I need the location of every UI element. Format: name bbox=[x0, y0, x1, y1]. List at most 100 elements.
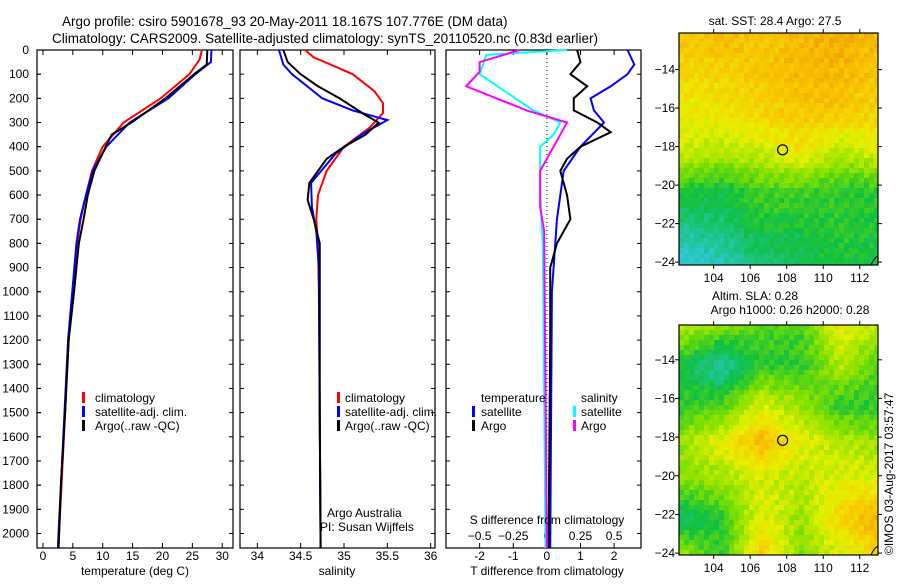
map-cell bbox=[819, 415, 824, 420]
map-cell bbox=[719, 335, 724, 340]
map-cell bbox=[774, 370, 779, 375]
map-cell bbox=[834, 465, 839, 470]
map-cell bbox=[694, 465, 699, 470]
map-cell bbox=[789, 520, 794, 525]
map-cell bbox=[809, 68, 814, 73]
map-cell bbox=[834, 530, 839, 535]
map-cell bbox=[749, 530, 754, 535]
map-cell bbox=[774, 520, 779, 525]
map-cell bbox=[764, 123, 769, 128]
map-cell bbox=[704, 455, 709, 460]
map-cell bbox=[734, 213, 739, 218]
map-cell bbox=[869, 360, 874, 365]
map-cell bbox=[729, 88, 734, 93]
map-cell bbox=[769, 33, 774, 38]
map-cell bbox=[809, 485, 814, 490]
map-cell bbox=[849, 253, 854, 258]
map-cell bbox=[769, 123, 774, 128]
map-cell bbox=[714, 78, 719, 83]
map-cell bbox=[789, 173, 794, 178]
map-cell bbox=[729, 355, 734, 360]
map-cell bbox=[709, 405, 714, 410]
map-cell bbox=[839, 335, 844, 340]
map-cell bbox=[784, 93, 789, 98]
map-cell bbox=[699, 93, 704, 98]
map-cell bbox=[784, 325, 789, 330]
map-cell bbox=[844, 53, 849, 58]
map-cell bbox=[764, 440, 769, 445]
map-cell bbox=[784, 335, 789, 340]
map-cell bbox=[749, 198, 754, 203]
map-cell bbox=[704, 355, 709, 360]
map-cell bbox=[754, 153, 759, 158]
map-cell bbox=[694, 470, 699, 475]
map-cell bbox=[814, 173, 819, 178]
map-cell bbox=[859, 455, 864, 460]
map-cell bbox=[729, 228, 734, 233]
map-cell bbox=[834, 415, 839, 420]
map-cell bbox=[814, 178, 819, 183]
map-cell bbox=[804, 188, 809, 193]
map-cell bbox=[829, 123, 834, 128]
map-cell bbox=[774, 465, 779, 470]
map-cell bbox=[784, 143, 789, 148]
map-cell bbox=[714, 228, 719, 233]
map-cell bbox=[789, 545, 794, 550]
map-cell bbox=[779, 495, 784, 500]
map-cell bbox=[814, 113, 819, 118]
map-cell bbox=[734, 203, 739, 208]
map-cell bbox=[699, 345, 704, 350]
map-cell bbox=[824, 515, 829, 520]
map-cell bbox=[794, 475, 799, 480]
map-cell bbox=[769, 108, 774, 113]
map-cell bbox=[849, 248, 854, 253]
map-cell bbox=[734, 415, 739, 420]
map-cell bbox=[679, 63, 684, 68]
map-cell bbox=[859, 253, 864, 258]
map-cell bbox=[699, 228, 704, 233]
map-cell bbox=[734, 68, 739, 73]
map-cell bbox=[729, 208, 734, 213]
map-cell bbox=[754, 415, 759, 420]
map-cell bbox=[844, 148, 849, 153]
map-cell bbox=[779, 435, 784, 440]
map-cell bbox=[804, 460, 809, 465]
map-cell bbox=[849, 53, 854, 58]
map-cell bbox=[779, 98, 784, 103]
map-cell bbox=[789, 495, 794, 500]
map-cell bbox=[704, 510, 709, 515]
map-cell bbox=[799, 480, 804, 485]
map-cell bbox=[769, 530, 774, 535]
map-cell bbox=[719, 153, 724, 158]
map-cell bbox=[804, 340, 809, 345]
map-cell bbox=[809, 380, 814, 385]
map-cell bbox=[729, 198, 734, 203]
map-cell bbox=[694, 188, 699, 193]
map-cell bbox=[839, 395, 844, 400]
map-cell bbox=[814, 405, 819, 410]
map-cell bbox=[859, 68, 864, 73]
map-cell bbox=[729, 475, 734, 480]
map-cell bbox=[714, 253, 719, 258]
map-cell bbox=[874, 500, 878, 505]
map-cell bbox=[704, 345, 709, 350]
map-cell bbox=[864, 530, 869, 535]
map-cell bbox=[689, 198, 694, 203]
map-cell bbox=[874, 183, 878, 188]
map-cell bbox=[789, 198, 794, 203]
map-cell bbox=[769, 450, 774, 455]
map-cell bbox=[714, 98, 719, 103]
map-cell bbox=[819, 325, 824, 330]
map-cell bbox=[839, 163, 844, 168]
map-cell bbox=[764, 178, 769, 183]
map-cell bbox=[719, 208, 724, 213]
map-cell bbox=[744, 158, 749, 163]
map-cell bbox=[859, 330, 864, 335]
map-cell bbox=[869, 53, 874, 58]
map-cell bbox=[679, 415, 684, 420]
map-cell bbox=[739, 213, 744, 218]
map-cell bbox=[869, 445, 874, 450]
map-cell bbox=[754, 460, 759, 465]
map-cell bbox=[689, 58, 694, 63]
map-cell bbox=[714, 370, 719, 375]
